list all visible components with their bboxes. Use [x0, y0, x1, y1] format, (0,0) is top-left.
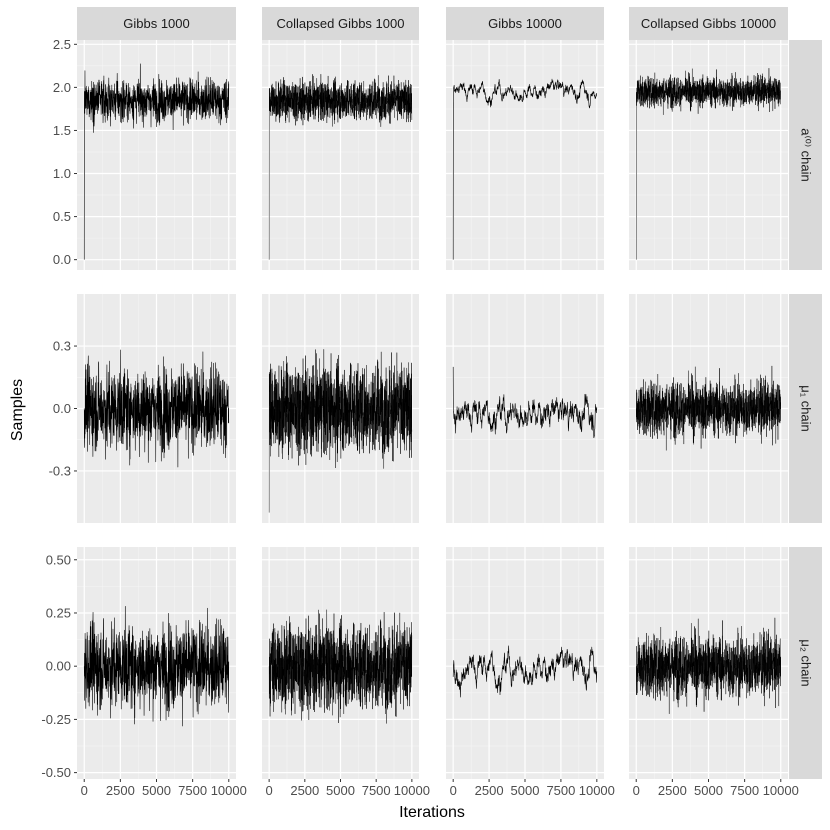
x-tick-label: 5000 — [511, 783, 540, 798]
column-strip — [77, 7, 236, 40]
y-tick-label: 0.0 — [53, 252, 71, 267]
y-axis-title: Samples — [9, 379, 26, 441]
x-tick-label: 2500 — [658, 783, 687, 798]
x-tick-label: 7500 — [546, 783, 575, 798]
strips-layer: Gibbs 1000 Collapsed Gibbs 1000 Gibbs 1000… — [77, 7, 822, 779]
row-strip-label: a⁽⁰⁾ chain — [799, 128, 814, 182]
trace-line — [83, 349, 230, 468]
x-tick-label: 5000 — [326, 783, 355, 798]
trace-line — [268, 73, 413, 260]
x-tick-label: 0 — [266, 783, 273, 798]
panels-layer — [77, 40, 788, 779]
trace-line — [636, 67, 781, 260]
trace-line — [636, 617, 781, 715]
column-strip — [446, 7, 604, 40]
trace-line — [83, 63, 230, 260]
y-tick-label: 0.00 — [46, 659, 71, 674]
axes-layer: 0.0 0.5 1.0 1.5 2.0 2.5 -0.3 0.0 0.3 0 2500 5000 750… — [41, 37, 798, 798]
y-tick-label: 1.5 — [53, 123, 71, 138]
column-strip-label: Collapsed Gibbs 10000 — [641, 16, 776, 31]
trace-line — [83, 606, 230, 727]
trace-line — [268, 349, 413, 513]
y-tick-label: 0.0 — [53, 401, 71, 416]
row-strip-label: μ₁ chain — [799, 385, 814, 432]
row-strip — [789, 40, 822, 270]
trace-line — [452, 366, 598, 438]
x-tick-label: 10000 — [763, 783, 799, 798]
y-tick-label: -0.50 — [41, 765, 71, 780]
y-tick-label: -0.3 — [49, 463, 71, 478]
row-strip — [789, 547, 822, 779]
y-tick-label: 2.0 — [53, 80, 71, 95]
column-strip — [629, 7, 788, 40]
trace-line — [452, 78, 598, 260]
x-tick-label: 0 — [81, 783, 88, 798]
x-tick-label: 0 — [633, 783, 640, 798]
y-tick-label: 0.5 — [53, 209, 71, 224]
trace-line — [268, 609, 413, 724]
x-tick-label: 2500 — [475, 783, 504, 798]
y-tick-label: 2.5 — [53, 37, 71, 52]
x-tick-label: 7500 — [362, 783, 391, 798]
x-tick-label: 10000 — [394, 783, 430, 798]
y-tick-label: 1.0 — [53, 166, 71, 181]
column-strip-label: Gibbs 1000 — [123, 16, 190, 31]
x-tick-label: 0 — [450, 783, 457, 798]
column-strip-label: Collapsed Gibbs 1000 — [277, 16, 405, 31]
x-tick-label: 2500 — [290, 783, 319, 798]
row-strip-label: μ₂ chain — [799, 639, 814, 686]
x-tick-label: 7500 — [730, 783, 759, 798]
y-tick-label: 0.50 — [46, 552, 71, 567]
x-tick-label: 10000 — [579, 783, 615, 798]
row-strip — [789, 294, 822, 523]
column-strip-label: Gibbs 10000 — [488, 16, 562, 31]
trace-line — [452, 645, 598, 698]
x-tick-label: 2500 — [106, 783, 135, 798]
x-tick-label: 5000 — [694, 783, 723, 798]
column-strip — [262, 7, 419, 40]
y-tick-label: 0.3 — [53, 339, 71, 354]
y-tick-label: 0.25 — [46, 605, 71, 620]
x-axis-title: Iterations — [399, 804, 465, 821]
x-tick-label: 7500 — [178, 783, 207, 798]
x-tick-label: 5000 — [142, 783, 171, 798]
y-tick-label: -0.25 — [41, 712, 71, 727]
trace-line — [636, 365, 781, 451]
x-tick-label: 10000 — [211, 783, 247, 798]
